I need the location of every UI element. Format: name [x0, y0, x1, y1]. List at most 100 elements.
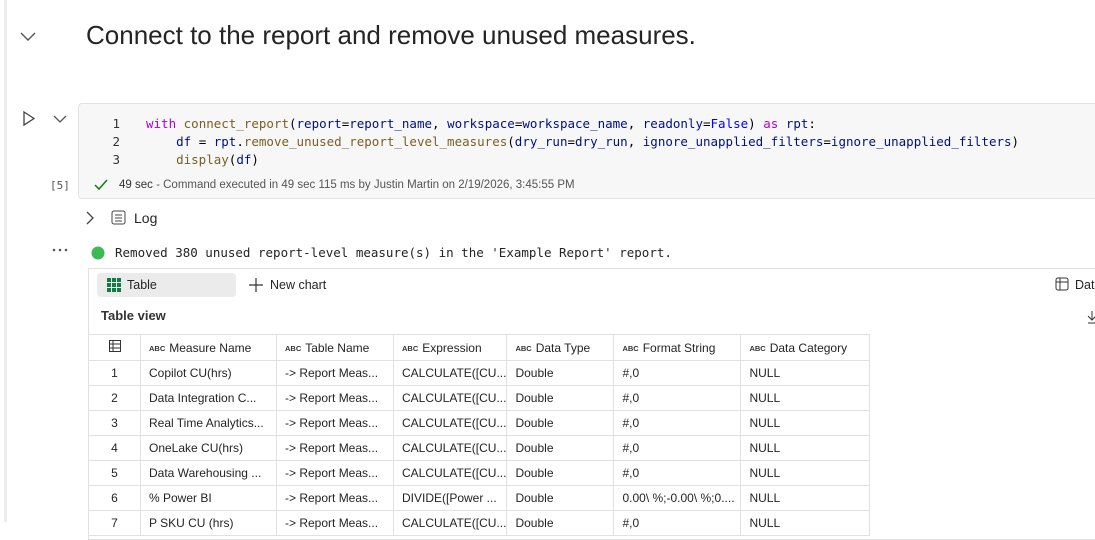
- duration: 49 sec: [119, 179, 153, 191]
- notebook: Connect to the report and remove unused …: [4, 0, 1095, 540]
- code-token: ignore_unapplied_filters: [830, 134, 1012, 149]
- table-icon: [107, 278, 121, 292]
- table-cell: NULL: [740, 360, 871, 386]
- table-cell: CALCULATE([CU...: [392, 510, 508, 536]
- code-token: readonly: [642, 116, 703, 131]
- table-cell: -> Report Meas...: [276, 485, 394, 511]
- header-label: Data Category: [769, 340, 848, 355]
- type-badge: ABC: [749, 343, 766, 353]
- code-token: [176, 116, 184, 131]
- table-cell: #,0: [613, 435, 742, 461]
- code-token: [146, 152, 176, 167]
- more-options[interactable]: [52, 247, 68, 253]
- status-detail: - Command executed in 49 sec 115 ms by J…: [156, 179, 575, 191]
- table-row: 3 Real Time Analytics... -> Report Meas...…: [88, 410, 871, 436]
- table-row: 2 Data Integration C... -> Report Meas... C…: [88, 385, 871, 411]
- code-token: ): [748, 116, 764, 131]
- code-token: False: [710, 116, 749, 131]
- output-message: Removed 380 unused report-level measure(…: [115, 245, 672, 260]
- column-header[interactable]: ABC Data Type: [506, 334, 615, 361]
- type-badge: ABC: [515, 343, 532, 353]
- download-icon[interactable]: [1087, 310, 1095, 324]
- table-cell: #,0: [613, 510, 742, 536]
- column-header[interactable]: ABC Measure Name: [140, 334, 277, 361]
- code-token: ,: [627, 116, 643, 131]
- code-token: df: [236, 152, 252, 167]
- table-row: 5 Data Warehousing ... -> Report Meas... CA…: [88, 460, 871, 486]
- code-token: df: [176, 134, 192, 149]
- line-number: 2: [112, 134, 120, 149]
- table-cell: Double: [506, 360, 615, 386]
- code-token: dry_run: [575, 134, 628, 149]
- header-label: Table Name: [305, 340, 370, 355]
- header-row: ABC Measure Name ABC Table Name ABC Expressio…: [88, 334, 871, 361]
- table-cell: Data Warehousing ...: [140, 460, 277, 486]
- table-icon: [108, 340, 121, 352]
- table-cell: NULL: [740, 385, 871, 411]
- plus-icon: [249, 278, 263, 292]
- table-cell: Double: [506, 435, 615, 461]
- table-tab-label[interactable]: Table: [127, 278, 157, 292]
- code-token: =: [341, 116, 350, 131]
- cell-gutter: [4, 0, 7, 522]
- table-cell: #,0: [613, 360, 742, 386]
- header-label: Expression: [422, 340, 482, 355]
- log-expand[interactable]: [84, 211, 96, 225]
- header-label: Format String: [642, 340, 716, 355]
- type-badge: ABC: [402, 343, 419, 353]
- data-wrangler-button[interactable]: Dat: [1075, 278, 1095, 292]
- table-cell: Real Time Analytics...: [140, 410, 277, 436]
- table-cell: #,0: [613, 410, 742, 436]
- code-token: =: [567, 134, 576, 149]
- collapse-toggle[interactable]: [19, 29, 37, 43]
- code-line: display(df): [146, 152, 259, 167]
- table-cell: P SKU CU (hrs): [140, 510, 277, 536]
- column-header[interactable]: ABC Table Name: [276, 334, 394, 361]
- code-cell[interactable]: [78, 103, 1095, 199]
- table-cell: NULL: [740, 460, 871, 486]
- success-icon: [94, 179, 108, 191]
- code-token: ,: [627, 134, 643, 149]
- code-token: rpt: [213, 134, 237, 149]
- table-cell: -> Report Meas...: [276, 360, 394, 386]
- run-button[interactable]: [21, 110, 37, 127]
- status-dot: [91, 246, 105, 260]
- log-toggle[interactable]: Log: [134, 210, 158, 226]
- table-cell: DIVIDE([Power ...: [392, 485, 508, 511]
- table-cell: Copilot CU(hrs): [140, 360, 277, 386]
- cell-collapse[interactable]: [52, 113, 68, 125]
- column-header[interactable]: ABC Expression: [392, 334, 508, 361]
- code-token: (: [289, 116, 297, 131]
- table-cell: % Power BI: [140, 485, 277, 511]
- code-token: rpt: [785, 116, 809, 131]
- code-line: with connect_report(report=report_name, …: [146, 116, 816, 131]
- code-token: workspace: [447, 116, 515, 131]
- table-cell: NULL: [740, 410, 871, 436]
- line-number: 1: [112, 116, 120, 131]
- column-header[interactable]: ABC Data Category: [740, 334, 871, 361]
- code-line: df = rpt.remove_unused_report_level_meas…: [146, 134, 1019, 149]
- line-number: 3: [112, 152, 120, 167]
- row-index: 6: [88, 485, 141, 511]
- row-index: 3: [88, 410, 141, 436]
- column-header[interactable]: ABC Format String: [613, 334, 742, 361]
- log-icon: [111, 210, 126, 225]
- code-token: remove_unused_report_level_measures: [243, 134, 508, 149]
- table-cell: CALCULATE([CU...: [392, 410, 508, 436]
- execution-status: 49 sec - Command executed in 49 sec 115 …: [119, 179, 575, 191]
- table-cell: #,0: [613, 385, 742, 411]
- table-cell: -> Report Meas...: [276, 510, 394, 536]
- table-cell: Double: [506, 385, 615, 411]
- code-token: workspace_name: [522, 116, 628, 131]
- table-row: 6% Power BI -> Report Meas... DIVIDE([Powe…: [88, 485, 871, 511]
- table-cell: CALCULATE([CU...: [392, 435, 508, 461]
- code-token: report: [296, 116, 342, 131]
- table-cell: #,0: [613, 460, 742, 486]
- table-cell: Data Integration C...: [140, 385, 277, 411]
- table-cell: NULL: [740, 485, 871, 511]
- code-token: dry_run: [514, 134, 568, 149]
- new-chart-button[interactable]: New chart: [270, 278, 327, 292]
- code-token: ignore_unapplied_filters: [642, 134, 824, 149]
- table-cell: OneLake CU(hrs): [140, 435, 277, 461]
